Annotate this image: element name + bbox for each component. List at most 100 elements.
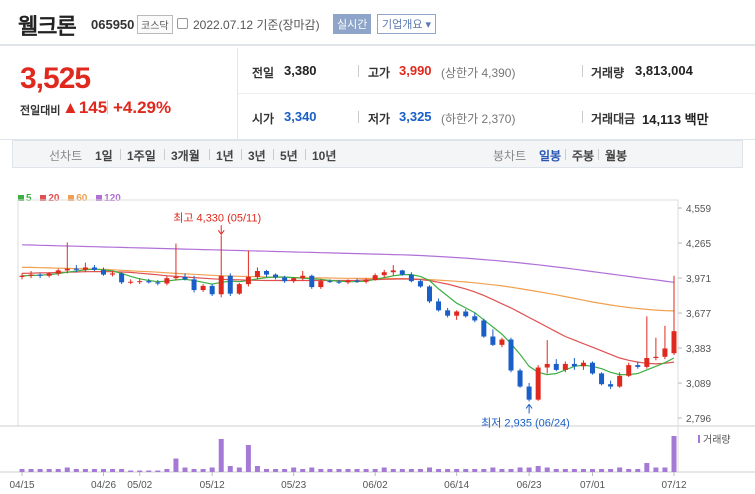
date-text: 2022.07.12 기준(장마감): [193, 18, 320, 32]
period-5year[interactable]: 5년: [280, 149, 298, 163]
divider: [237, 48, 238, 140]
candle-body: [436, 301, 442, 311]
volume-bar: [608, 469, 614, 472]
candle-body: [101, 269, 106, 275]
candle-body: [82, 267, 88, 270]
volume-bar: [671, 436, 677, 472]
stock-header: 웰크론 065950 코스닥 2022.07.12 기준(장마감) 실시간 기업…: [0, 0, 755, 46]
candle-monthly[interactable]: 월봉: [605, 149, 628, 163]
x-tick-label: 07/12: [661, 480, 686, 491]
candle-body: [445, 310, 451, 316]
divider: [598, 149, 599, 160]
volume-bar: [517, 467, 523, 472]
volume-bar: [408, 469, 414, 472]
volume-bar: [91, 469, 97, 472]
divider: [305, 149, 306, 160]
volume-bar: [291, 467, 297, 472]
period-1day[interactable]: 1일: [95, 149, 113, 163]
y-tick-label: 3,089: [686, 379, 711, 390]
divider: [164, 149, 165, 160]
divider: [209, 149, 210, 160]
divider: [273, 149, 274, 160]
volume-bar: [399, 469, 405, 472]
line-chart-label: 선차트: [49, 149, 83, 163]
volume-bar: [580, 469, 586, 472]
candle-body: [245, 276, 251, 285]
volume-bar: [101, 469, 106, 472]
candle-body: [408, 274, 414, 282]
low-arrow-head: [525, 403, 533, 409]
candle-body: [363, 279, 369, 282]
prev-close-value: 3,380: [284, 63, 317, 78]
volume-bar: [128, 470, 134, 472]
candle-body: [399, 270, 405, 275]
volume-bar: [590, 469, 595, 472]
candle-body: [671, 331, 677, 354]
volume-bar: [490, 467, 496, 472]
volume-bar: [354, 469, 360, 472]
volume-bar: [28, 469, 34, 472]
volume-bar: [635, 469, 641, 472]
volume-bar: [37, 469, 43, 472]
volume-bar: [173, 458, 179, 472]
volume-bar: [137, 470, 143, 472]
candle-daily[interactable]: 일봉: [539, 149, 562, 163]
x-tick-label: 05/23: [281, 480, 306, 491]
candle-body: [644, 357, 650, 367]
period-10year[interactable]: 10년: [312, 149, 337, 163]
change-amount: ▲145: [62, 98, 108, 117]
x-tick-label: 04/26: [91, 480, 116, 491]
candle-body: [73, 268, 79, 270]
divider: [107, 100, 108, 114]
period-1week[interactable]: 1주일: [127, 149, 156, 163]
candle-weekly[interactable]: 주봉: [572, 149, 595, 163]
volume-bar: [644, 463, 650, 472]
low-label: 저가: [368, 112, 391, 126]
candle-body: [336, 281, 342, 283]
candle-body: [635, 365, 641, 367]
x-tick-label: 07/01: [580, 480, 605, 491]
legend-ma5: 5: [18, 193, 32, 204]
chart-grid: [0, 199, 755, 473]
candle-body: [37, 274, 43, 276]
candle-body: [218, 275, 224, 295]
y-tick-label: 2,796: [686, 414, 711, 425]
realtime-button[interactable]: 실시간: [333, 14, 372, 34]
low-annotation: 최저 2,935 (06/24): [481, 416, 570, 429]
volume-bar: [327, 469, 333, 472]
volume-bar: [562, 469, 568, 472]
current-price: 3,525: [20, 62, 91, 95]
candle-body: [571, 363, 577, 367]
volume-bar: [472, 469, 478, 472]
volume-label: 거래량: [703, 434, 731, 446]
volume-bar: [454, 469, 460, 472]
candle-body: [617, 375, 623, 387]
y-tick-label: 4,559: [686, 204, 711, 215]
chart-axes: 4,559 4,265 3,971 3,677 3,383 3,089 2,796 04/15…: [9, 204, 711, 491]
x-tick-label: 06/02: [363, 480, 388, 491]
volume-bar: [662, 467, 668, 472]
volume-bar: [300, 469, 306, 472]
change-percent: +4.29%: [113, 98, 172, 117]
period-1year[interactable]: 1년: [216, 149, 234, 163]
candle-body: [209, 285, 215, 295]
x-tick-label: 05/12: [200, 480, 225, 491]
candle-body: [264, 271, 269, 275]
candle-body: [526, 386, 532, 400]
candle-body: [490, 336, 496, 345]
candle-body: [345, 280, 351, 283]
candle-body: [562, 363, 568, 370]
candle-body: [155, 282, 161, 284]
high-value: 3,990: [399, 63, 432, 78]
candle-body: [372, 275, 378, 280]
volume-bar: [191, 469, 197, 472]
volume-bar: [436, 469, 442, 472]
candle-body: [454, 311, 460, 316]
period-3month[interactable]: 3개월: [171, 149, 200, 163]
upper-limit: (상한가 4,390): [441, 66, 516, 80]
volume-bar: [209, 467, 215, 472]
period-3year[interactable]: 3년: [248, 149, 266, 163]
company-overview-dropdown[interactable]: 기업개요 ▾: [377, 14, 437, 34]
divider: [238, 93, 755, 94]
